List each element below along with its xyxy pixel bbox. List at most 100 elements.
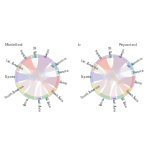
- Polygon shape: [116, 77, 132, 96]
- Polygon shape: [93, 66, 104, 81]
- Polygon shape: [45, 77, 57, 93]
- Polygon shape: [98, 58, 112, 69]
- Polygon shape: [16, 63, 22, 71]
- Text: Lat. America: Lat. America: [4, 59, 23, 71]
- Polygon shape: [91, 83, 100, 94]
- Polygon shape: [15, 71, 19, 83]
- Polygon shape: [111, 77, 132, 97]
- Text: South America: South America: [5, 84, 26, 99]
- Polygon shape: [117, 93, 125, 99]
- Text: Oceania: Oceania: [132, 69, 145, 75]
- Polygon shape: [93, 73, 105, 92]
- Polygon shape: [36, 77, 57, 97]
- Polygon shape: [38, 58, 57, 86]
- Polygon shape: [23, 59, 35, 96]
- Polygon shape: [101, 58, 125, 96]
- Text: Reported: Reported: [119, 43, 138, 47]
- Polygon shape: [94, 58, 125, 92]
- Polygon shape: [48, 87, 56, 96]
- Polygon shape: [93, 58, 125, 81]
- Polygon shape: [36, 77, 57, 97]
- Polygon shape: [26, 58, 50, 96]
- Polygon shape: [90, 71, 94, 83]
- Polygon shape: [93, 71, 132, 81]
- Text: Lat. America: Lat. America: [80, 59, 99, 71]
- Text: N. America: N. America: [127, 57, 143, 69]
- Polygon shape: [101, 58, 125, 96]
- Polygon shape: [18, 71, 57, 81]
- Polygon shape: [23, 59, 55, 73]
- Text: Modelled: Modelled: [5, 43, 23, 47]
- Polygon shape: [18, 64, 55, 81]
- Polygon shape: [23, 58, 50, 70]
- Polygon shape: [18, 73, 30, 92]
- Polygon shape: [94, 66, 106, 92]
- Polygon shape: [23, 92, 35, 99]
- Polygon shape: [41, 77, 57, 96]
- Polygon shape: [23, 59, 53, 93]
- Text: b: b: [77, 43, 80, 47]
- Polygon shape: [26, 58, 50, 96]
- Polygon shape: [95, 56, 107, 65]
- Polygon shape: [107, 55, 112, 59]
- Polygon shape: [124, 87, 132, 96]
- Text: East Asia: East Asia: [36, 97, 41, 111]
- Polygon shape: [93, 73, 132, 86]
- Polygon shape: [116, 77, 132, 96]
- Polygon shape: [131, 70, 135, 75]
- Text: N. America: N. America: [52, 57, 68, 69]
- Text: Exports: Exports: [5, 75, 16, 79]
- Polygon shape: [98, 58, 125, 70]
- Polygon shape: [98, 59, 129, 93]
- Polygon shape: [98, 59, 130, 73]
- Polygon shape: [111, 77, 132, 97]
- Polygon shape: [129, 76, 135, 89]
- Text: W. Asia: W. Asia: [31, 45, 36, 57]
- Polygon shape: [110, 96, 117, 100]
- Polygon shape: [23, 58, 37, 69]
- Text: South Asia: South Asia: [125, 89, 139, 103]
- Polygon shape: [37, 55, 53, 63]
- Text: Europe: Europe: [44, 47, 51, 58]
- Polygon shape: [18, 73, 57, 86]
- Polygon shape: [114, 58, 129, 93]
- Polygon shape: [38, 58, 53, 93]
- Polygon shape: [18, 58, 50, 81]
- Polygon shape: [19, 58, 50, 92]
- Polygon shape: [56, 70, 60, 75]
- Polygon shape: [20, 56, 32, 65]
- Polygon shape: [113, 55, 128, 63]
- Polygon shape: [51, 62, 58, 70]
- Polygon shape: [93, 64, 130, 81]
- Polygon shape: [120, 77, 132, 93]
- Polygon shape: [23, 59, 53, 93]
- Text: SE Asia: SE Asia: [44, 96, 52, 108]
- Polygon shape: [98, 59, 110, 96]
- Polygon shape: [16, 83, 25, 94]
- Polygon shape: [126, 62, 134, 70]
- Text: South America: South America: [80, 84, 101, 99]
- Text: South Asia: South Asia: [49, 89, 64, 103]
- Polygon shape: [99, 92, 110, 99]
- Text: Exports: Exports: [81, 75, 92, 79]
- Text: East Asia: East Asia: [111, 97, 116, 111]
- Polygon shape: [41, 77, 57, 96]
- Polygon shape: [32, 55, 37, 59]
- Polygon shape: [114, 58, 132, 86]
- Text: China: China: [58, 80, 68, 86]
- Text: Imports: Imports: [18, 49, 28, 61]
- Polygon shape: [91, 63, 97, 71]
- Text: Oceania: Oceania: [57, 69, 70, 75]
- Polygon shape: [19, 66, 30, 92]
- Polygon shape: [35, 96, 42, 100]
- Polygon shape: [42, 93, 50, 99]
- Text: Imports: Imports: [93, 49, 103, 61]
- Polygon shape: [54, 76, 60, 89]
- Polygon shape: [18, 66, 29, 81]
- Text: Africa: Africa: [99, 97, 106, 106]
- Text: China: China: [134, 80, 143, 86]
- Text: W. Asia: W. Asia: [106, 45, 112, 57]
- Polygon shape: [98, 59, 129, 93]
- Text: Europe: Europe: [119, 47, 126, 58]
- Text: SE Asia: SE Asia: [119, 96, 127, 108]
